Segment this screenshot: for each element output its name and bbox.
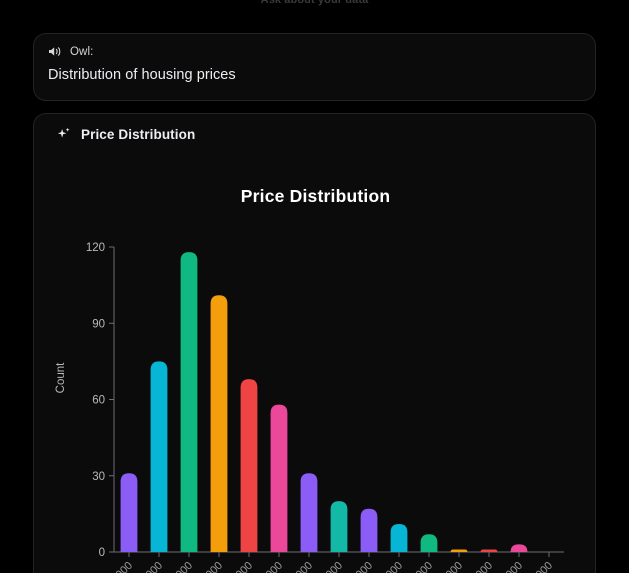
top-prompt-text: Ask about your data [260,0,369,6]
chart-title: Price Distribution [240,186,391,206]
bar[interactable] [120,473,138,552]
bar[interactable] [330,501,348,552]
bar[interactable] [180,252,198,552]
speaker-wave-icon[interactable] [48,45,62,58]
bar[interactable] [210,295,228,552]
bar[interactable] [390,524,408,552]
x-tick-label: 2520000 [96,560,135,573]
chart-card-title: Price Distribution [81,126,196,142]
bar[interactable] [510,544,528,552]
bar[interactable] [300,473,318,552]
svg-text:120: 120 [86,242,105,254]
message-header: Owl: [48,44,581,59]
bar[interactable] [420,534,438,552]
message-card: Owl: Distribution of housing prices [33,33,596,101]
bar[interactable] [450,549,468,552]
bar[interactable] [240,379,258,552]
bar[interactable] [360,508,378,552]
chart-card-header: Price Distribution [34,114,595,142]
svg-text:0: 0 [99,547,105,559]
bar[interactable] [150,361,168,552]
bar[interactable] [480,549,498,552]
chart-svg: 0306090120252000032900004060000483000056… [86,242,564,573]
message-author: Owl: [70,45,94,58]
chart-card: Price Distribution Price Distribution Co… [33,113,596,573]
plot-area: Price Distribution Count 030609012025200… [34,140,595,573]
svg-text:60: 60 [92,395,105,407]
bar[interactable] [270,404,288,552]
sparkle-icon [56,126,72,142]
message-text: Distribution of housing prices [48,67,236,83]
svg-text:30: 30 [92,471,105,483]
svg-text:90: 90 [92,318,105,330]
